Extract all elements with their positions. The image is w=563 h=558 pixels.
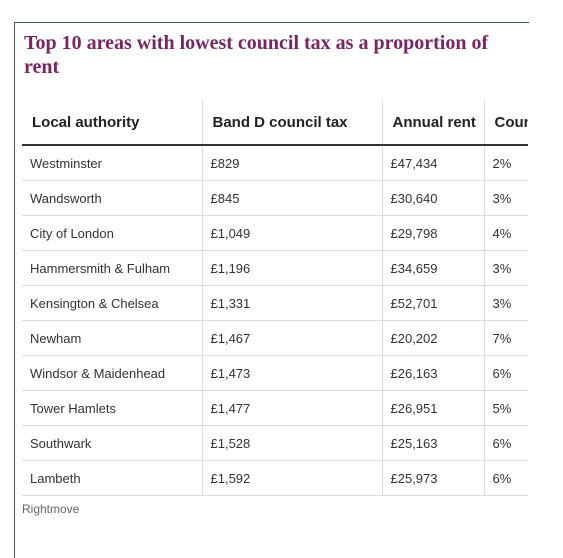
table-cell: £1,477 [201, 390, 382, 426]
table-row: Wandsworth £845 £30,640 3% [22, 180, 528, 216]
table-row: Windsor & Maidenhead £1,473 £26,163 6% [22, 355, 528, 391]
table-cell: £829 [201, 145, 382, 181]
table-cell: 4% [483, 215, 528, 251]
table-row: Newham £1,467 £20,202 7% [22, 320, 528, 356]
frame [14, 22, 529, 558]
table-cell: £1,331 [201, 285, 382, 321]
table-cell: City of London [22, 215, 202, 251]
column-header: Coun [483, 100, 528, 146]
title: Top 10 areas with lowest council tax as … [24, 32, 489, 78]
table-cell: £30,640 [381, 180, 484, 216]
table-cell: £845 [201, 180, 382, 216]
table-cell: £26,951 [381, 390, 484, 426]
table-cell: £29,798 [381, 215, 484, 251]
table-row: Kensington & Chelsea £1,331 £52,701 3% [22, 285, 528, 321]
table-cell: £1,196 [201, 250, 382, 286]
column-header: Local authority [22, 100, 202, 146]
table-cell: £25,973 [381, 460, 484, 496]
table-cell: 3% [483, 250, 528, 286]
table-cell: £34,659 [381, 250, 484, 286]
table-cell: 6% [483, 425, 528, 461]
table-cell: Newham [22, 320, 202, 356]
table-row: City of London £1,049 £29,798 4% [22, 215, 528, 251]
table-cell: 3% [483, 180, 528, 216]
table-cell: £1,049 [201, 215, 382, 251]
table-cell: 6% [483, 460, 528, 496]
header-row: Local authority Band D council tax Annual … [22, 100, 528, 146]
table-cell: £1,592 [201, 460, 382, 496]
table-cell: Westminster [22, 145, 202, 181]
table: Local authority Band D council tax Annual … [22, 100, 528, 496]
table-row: Tower Hamlets £1,477 £26,951 5% [22, 390, 528, 426]
table-cell: £1,467 [201, 320, 382, 356]
table-cell: Wandsworth [22, 180, 202, 216]
table-cell: £20,202 [381, 320, 484, 356]
table-cell: 5% [483, 390, 528, 426]
table-cell: £25,163 [381, 425, 484, 461]
table-cell: 6% [483, 355, 528, 391]
table-cell: £1,473 [201, 355, 382, 391]
table-cell: 3% [483, 285, 528, 321]
table-cell: 2% [483, 145, 528, 181]
table-cell: Windsor & Maidenhead [22, 355, 202, 391]
column-header: Annual rent [381, 100, 484, 146]
table-row: Lambeth £1,592 £25,973 6% [22, 460, 528, 496]
table-row: Hammersmith & Fulham £1,196 £34,659 3% [22, 250, 528, 286]
table-cell: Southwark [22, 425, 202, 461]
table-cell: Lambeth [22, 460, 202, 496]
table-row: Southwark £1,528 £25,163 6% [22, 425, 528, 461]
table-cell: £26,163 [381, 355, 484, 391]
table-row: Westminster £829 £47,434 2% [22, 145, 528, 181]
table-cell: £1,528 [201, 425, 382, 461]
table-cell: Tower Hamlets [22, 390, 202, 426]
table-body: Westminster £829 £47,434 2% Wandsworth £845 £3… [22, 145, 528, 496]
table-cell: Hammersmith & Fulham [22, 250, 202, 286]
table-container: Local authority Band D council tax Annual … [22, 100, 528, 496]
column-header: Band D council tax [201, 100, 382, 146]
table-cell: 7% [483, 320, 528, 356]
table-cell: £47,434 [381, 145, 484, 181]
table-cell: Kensington & Chelsea [22, 285, 202, 321]
source: Rightmove [22, 502, 80, 516]
table-cell: £52,701 [381, 285, 484, 321]
